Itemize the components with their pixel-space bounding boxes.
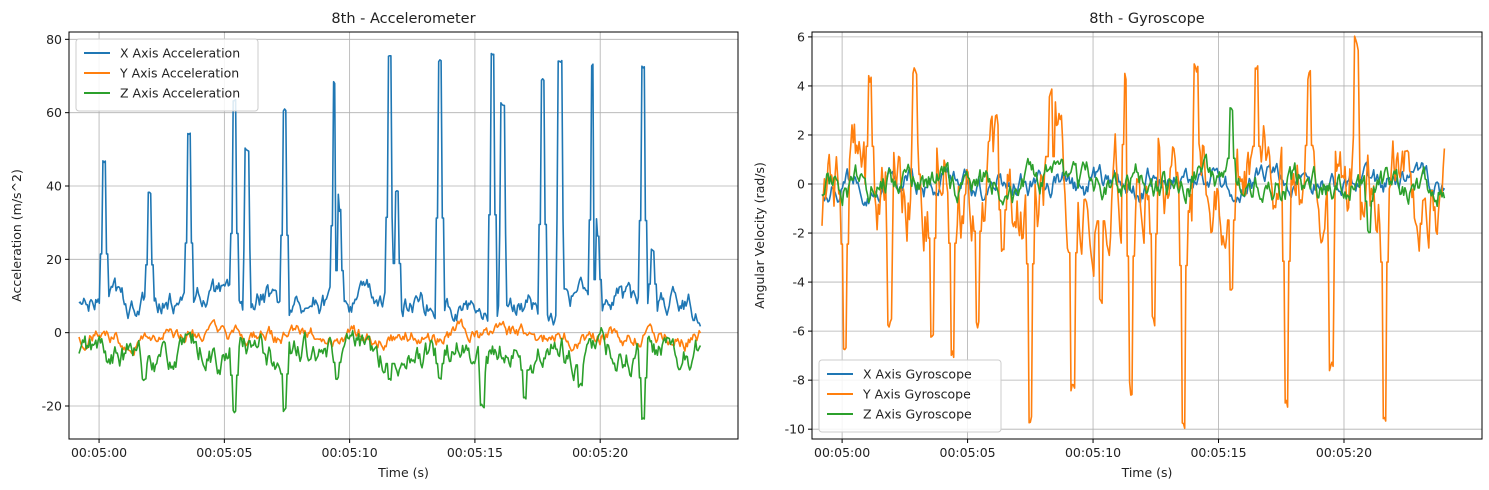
y-tick-label: 20 — [46, 252, 62, 267]
accelerometer-panel: 00:05:00 00:05:05 00:05:10 00:05:15 00:05:20… — [9, 11, 739, 480]
series-line-3 — [821, 107, 1446, 234]
x-tick-label: 00:05:15 — [447, 445, 503, 460]
y-tick-label: 80 — [46, 32, 62, 47]
y-axis-label: Acceleration (m/s^2) — [9, 169, 24, 302]
series-line-1 — [821, 161, 1446, 207]
x-tick-label: 00:05:10 — [322, 445, 378, 460]
x-tick-label: 00:05:20 — [572, 445, 628, 460]
x-tick-label: 00:05:00 — [814, 445, 870, 460]
grid — [812, 32, 1482, 439]
series-line-2 — [821, 35, 1446, 430]
y-tick-label: -2 — [793, 226, 805, 241]
x-axis-label: Time (s) — [377, 465, 429, 480]
legend-label: Y Axis Gyroscope — [862, 387, 971, 402]
y-tick-label: 60 — [46, 105, 62, 120]
series-group — [821, 35, 1446, 430]
legend-label: Y Axis Acceleration — [119, 66, 239, 81]
y-tick-label: -10 — [785, 422, 805, 437]
y-tick-label: 6 — [797, 29, 805, 44]
chart-title: 8th - Gyroscope — [1089, 11, 1204, 27]
x-tick-label: 00:05:15 — [1190, 445, 1246, 460]
y-tick-label: 0 — [54, 325, 62, 340]
legend-label: Z Axis Gyroscope — [863, 407, 972, 422]
y-tick-label: 4 — [797, 78, 805, 93]
y-tick-label: 40 — [46, 179, 62, 194]
y-tick-label: 0 — [797, 177, 805, 192]
y-tick-label: 2 — [797, 127, 805, 142]
series-line-1 — [78, 52, 702, 327]
y-tick-label: -4 — [793, 275, 806, 290]
x-tick-label: 00:05:10 — [1065, 445, 1121, 460]
series-line-3 — [78, 326, 702, 421]
x-tick-label: 00:05:00 — [71, 445, 127, 460]
y-tick-label: -8 — [793, 373, 806, 388]
series-group — [78, 52, 702, 421]
x-tick-label: 00:05:05 — [940, 445, 996, 460]
plot-frame — [811, 31, 1483, 440]
legend: X Axis Acceleration Y Axis Acceleration Z … — [75, 38, 259, 112]
legend-label: Z Axis Acceleration — [120, 86, 240, 101]
legend-box — [75, 38, 259, 112]
chart-title: 8th - Accelerometer — [331, 11, 475, 27]
x-axis-label: Time (s) — [1121, 465, 1173, 480]
y-tick-label: -20 — [42, 399, 62, 414]
legend-box — [818, 359, 1002, 433]
gyroscope-panel: 00:05:00 00:05:05 00:05:10 00:05:15 00:05:20… — [752, 11, 1483, 480]
x-tick-label: 00:05:20 — [1316, 445, 1372, 460]
y-tick-label: -6 — [793, 324, 806, 339]
x-tick-label: 00:05:05 — [196, 445, 252, 460]
y-axis-label: Angular Velocity (rad/s) — [752, 162, 767, 309]
legend: X Axis Gyroscope Y Axis Gyroscope Z Axis G… — [818, 359, 1002, 433]
legend-label: X Axis Gyroscope — [863, 367, 972, 382]
legend-label: X Axis Acceleration — [120, 46, 240, 61]
plot-frame — [68, 31, 739, 440]
